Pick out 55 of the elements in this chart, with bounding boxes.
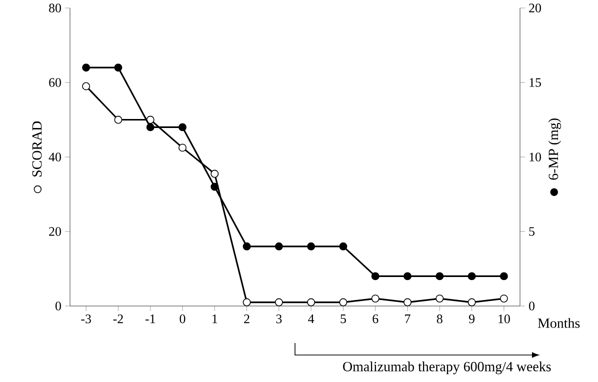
point xyxy=(178,123,186,132)
x-tick-label: -3 xyxy=(81,314,91,324)
point xyxy=(178,144,186,152)
x-tick-label: 9 xyxy=(468,314,474,324)
x-tick-label: 8 xyxy=(436,314,442,324)
x-axis-title: Months xyxy=(538,318,580,328)
point xyxy=(114,64,122,72)
point xyxy=(242,242,251,250)
x-tick-label: 1 xyxy=(212,314,218,324)
y-axis-title: SCORAD xyxy=(32,121,42,176)
point xyxy=(404,272,412,280)
y2-tick-label: 20 xyxy=(529,4,541,12)
point xyxy=(307,298,316,306)
x-tick-label: 2 xyxy=(244,314,250,324)
y2-tick-label: 10 xyxy=(530,152,541,162)
x-tick-label: 7 xyxy=(405,314,410,323)
point xyxy=(500,272,508,280)
x-tick-label: -1 xyxy=(145,314,155,324)
point xyxy=(468,298,476,306)
point xyxy=(146,123,154,132)
y-tick-label: 80 xyxy=(49,4,61,12)
x-tick-label: 0 xyxy=(180,314,186,324)
y-tick-label: 60 xyxy=(49,78,61,87)
y2-axis-title: 6-MP (mg) xyxy=(548,118,562,180)
x-tick-label: 4 xyxy=(308,314,314,324)
point xyxy=(500,294,508,303)
point xyxy=(274,242,283,250)
point xyxy=(210,170,219,178)
y-tick-label: 0 xyxy=(56,302,61,310)
x-tick-label: 3 xyxy=(276,314,282,324)
point xyxy=(339,242,348,250)
point xyxy=(436,272,444,280)
y2-tick-label: 15 xyxy=(530,78,541,87)
point xyxy=(371,294,380,303)
x-tick-label: 5 xyxy=(340,314,346,324)
y-tick-label: 40 xyxy=(48,152,61,162)
y2-tick-label: 5 xyxy=(529,227,534,236)
text: Omalizumab therapy 600mg/4 weeks xyxy=(343,362,551,374)
x-tick-label: -2 xyxy=(113,314,123,324)
x-tick-label: 6 xyxy=(372,314,378,324)
point xyxy=(82,64,90,72)
y2-tick-label: 0 xyxy=(529,302,535,310)
point xyxy=(468,272,476,280)
x-tick-label: 10 xyxy=(498,314,510,324)
point xyxy=(274,298,283,306)
point xyxy=(436,294,444,303)
point xyxy=(210,182,219,191)
point xyxy=(371,272,380,280)
y-tick-label: 20 xyxy=(49,227,61,236)
point xyxy=(114,116,122,124)
point xyxy=(82,82,90,90)
point xyxy=(307,242,316,250)
point xyxy=(242,298,251,306)
point xyxy=(404,298,412,306)
point xyxy=(339,298,348,306)
